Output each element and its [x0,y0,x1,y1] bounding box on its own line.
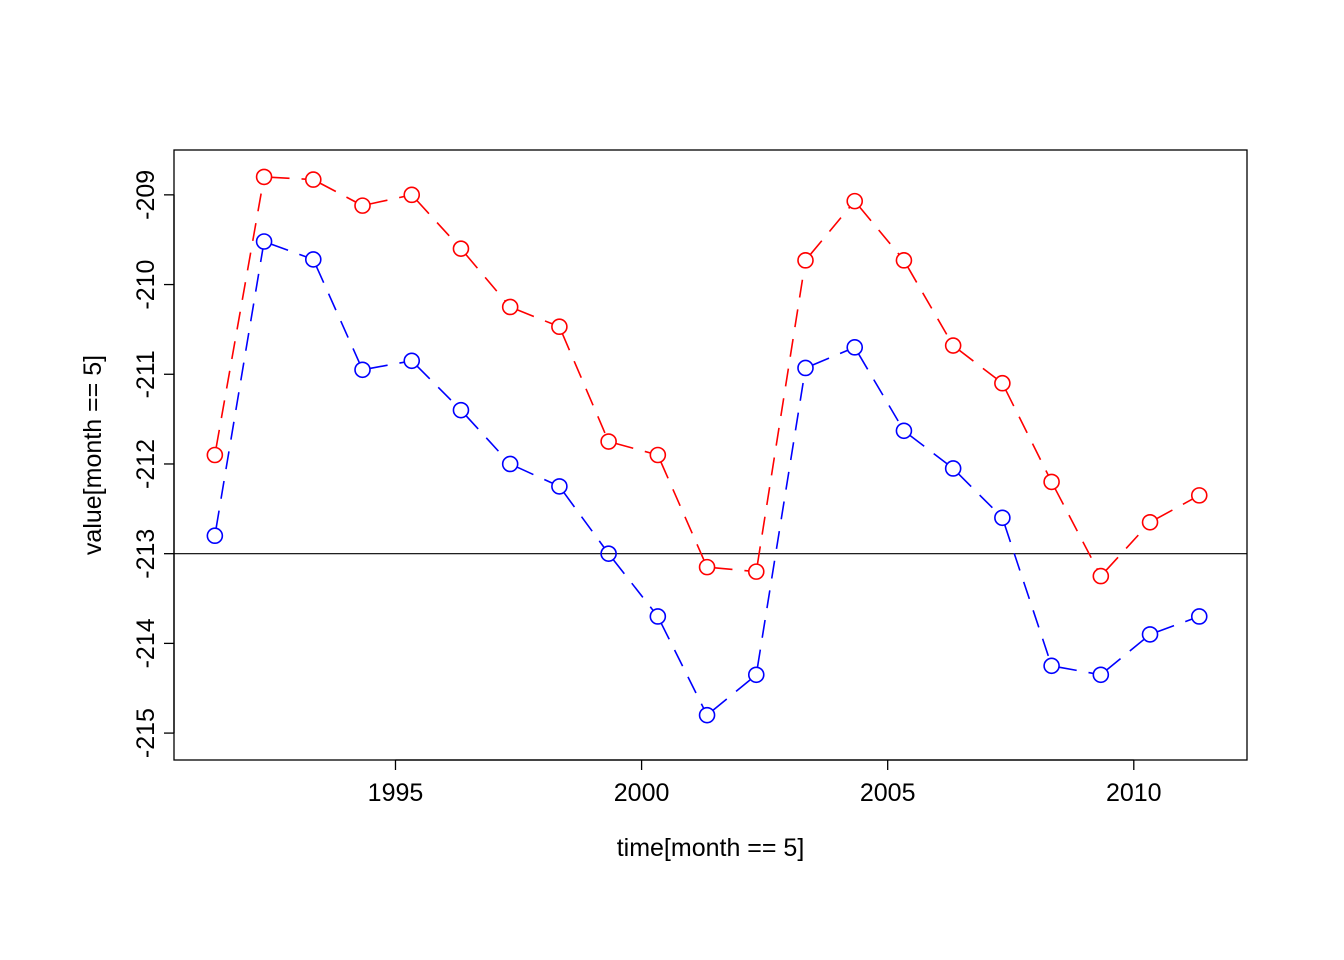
svg-text:1995: 1995 [368,779,424,807]
y-axis-label: value[month == 5] [79,355,107,555]
x-axis-label: time[month == 5] [617,834,805,862]
svg-text:2000: 2000 [614,779,670,807]
svg-text:-209: -209 [132,170,160,220]
svg-text:-211: -211 [132,350,160,398]
svg-text:-215: -215 [132,708,160,758]
svg-text:-214: -214 [132,618,160,668]
svg-text:2005: 2005 [860,779,916,807]
svg-text:-213: -213 [132,529,160,579]
svg-text:-212: -212 [132,439,160,489]
svg-text:-210: -210 [132,260,160,310]
svg-text:2010: 2010 [1106,779,1162,807]
time-series-chart: 1995 2000 2005 2010 time[month == 5] -215 -214… [0,0,1344,960]
